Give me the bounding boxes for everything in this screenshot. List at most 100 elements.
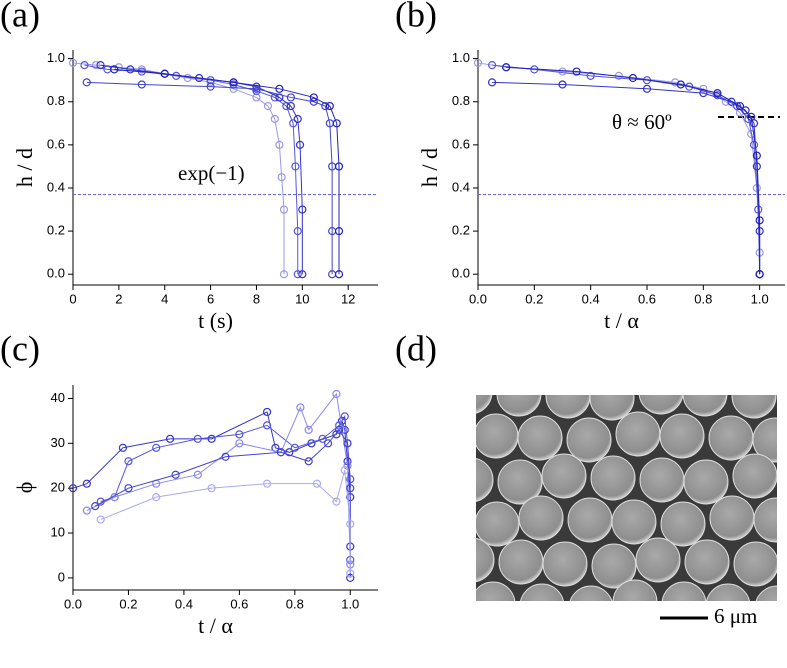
point [332, 119, 341, 128]
x-tick-label: 0.2 [525, 291, 543, 306]
x-tick-label: 1.0 [751, 291, 769, 306]
y-axis-label: h / d [417, 148, 442, 187]
point [335, 425, 344, 434]
bead [635, 537, 681, 583]
point [293, 227, 302, 236]
bead [497, 459, 543, 505]
point [193, 434, 202, 443]
bead [708, 328, 752, 372]
series-line [94, 429, 351, 507]
point [68, 58, 78, 68]
point [91, 502, 100, 511]
x-tick-label: 0.0 [469, 291, 487, 306]
bead [476, 581, 516, 601]
point [110, 65, 119, 74]
y-tick-label: 0.8 [452, 93, 470, 108]
bead [468, 326, 512, 370]
panel-label: (a) [0, 0, 40, 34]
point [124, 484, 133, 493]
point [68, 484, 78, 493]
point [502, 63, 511, 72]
point [296, 403, 305, 412]
y-tick-label: 0.4 [47, 179, 65, 194]
x-tick-label: 0.4 [582, 291, 600, 306]
point [334, 270, 344, 279]
series-line [86, 81, 333, 275]
point [96, 60, 105, 70]
point [152, 493, 161, 502]
x-tick-label: 4 [161, 291, 168, 306]
point [346, 519, 355, 529]
point [487, 60, 497, 70]
bead [659, 413, 705, 459]
annotation: θ ≈ 60º [612, 110, 672, 134]
x-tick-label: 1.0 [341, 596, 359, 611]
point [676, 80, 685, 89]
bead [545, 395, 591, 419]
point [332, 389, 341, 399]
bead [567, 497, 613, 543]
point [290, 443, 299, 452]
bead [776, 473, 777, 483]
bead [752, 417, 777, 463]
y-tick-label: 0.6 [47, 136, 65, 151]
point [334, 162, 344, 171]
x-tick-label: 0.8 [286, 596, 304, 611]
point [165, 434, 175, 443]
point [332, 497, 341, 506]
y-tick-label: 0.0 [47, 266, 65, 281]
x-axis-label: t / α [198, 613, 233, 638]
bead [778, 544, 787, 588]
x-tick-label: 0.0 [64, 596, 82, 611]
point [318, 434, 327, 443]
point [340, 425, 349, 434]
x-tick-label: 10 [295, 291, 309, 306]
scale-bar-label: 6 μm [714, 604, 757, 628]
x-tick-label: 0.2 [119, 596, 137, 611]
bead [426, 492, 470, 536]
bead [615, 411, 661, 457]
bead [638, 395, 684, 415]
y-tick-label: 20 [51, 480, 65, 495]
bead [566, 417, 612, 463]
point [323, 439, 333, 448]
x-tick-label: 0 [69, 291, 76, 306]
point [235, 439, 244, 448]
point [340, 412, 349, 421]
point [713, 89, 722, 98]
y-tick-label: 0.2 [452, 223, 470, 238]
y-tick-label: 0.4 [452, 179, 470, 194]
series-line [72, 411, 351, 578]
bead [566, 330, 610, 374]
series-line [86, 392, 351, 565]
bead [476, 537, 495, 583]
point [207, 484, 216, 493]
point [340, 466, 349, 475]
point [671, 78, 680, 87]
point [346, 573, 355, 582]
bead [399, 368, 443, 412]
bead [733, 541, 777, 587]
panel-label: (b) [395, 0, 437, 34]
bead [476, 413, 519, 459]
point [285, 448, 294, 457]
point [171, 470, 180, 479]
x-tick-label: 6 [207, 291, 214, 306]
x-tick-label: 0.4 [175, 596, 193, 611]
point [335, 421, 344, 430]
point [118, 443, 128, 452]
point [735, 101, 745, 111]
point [755, 216, 764, 225]
bead [522, 328, 566, 372]
point [291, 162, 300, 171]
y-axis-label: ϕ [12, 482, 37, 494]
point [206, 82, 215, 91]
bead [520, 583, 564, 601]
point [343, 461, 352, 470]
bead [541, 453, 587, 499]
point [286, 101, 295, 111]
bead [498, 539, 544, 585]
point [298, 205, 307, 214]
panel-label: (c) [0, 328, 40, 368]
bead [496, 395, 542, 417]
